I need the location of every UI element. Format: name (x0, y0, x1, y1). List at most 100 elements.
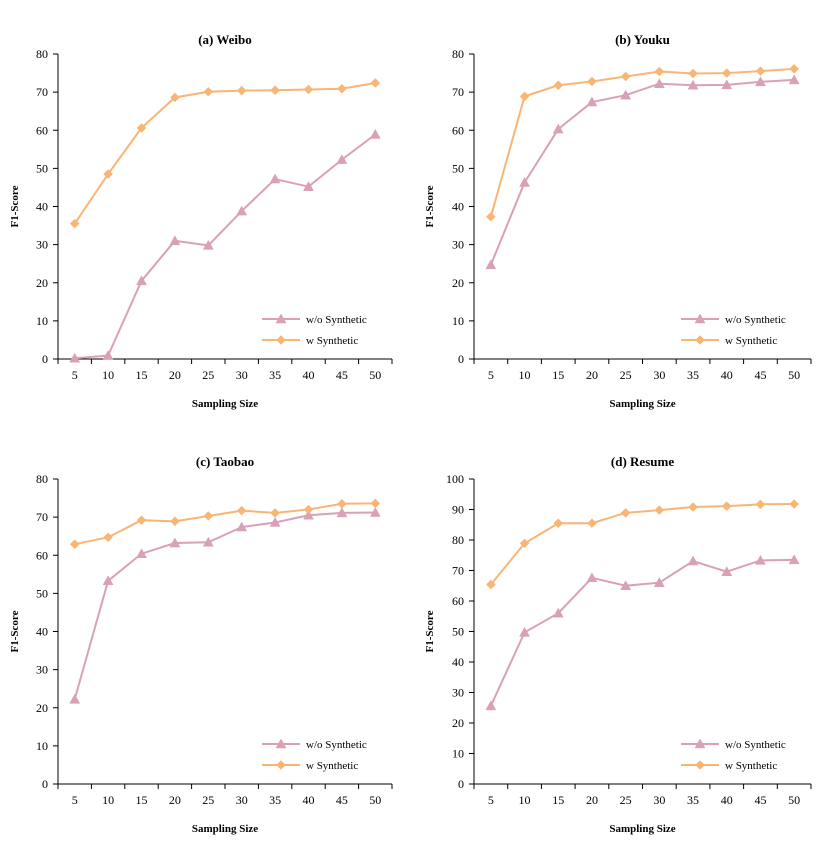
y-tick-label: 70 (452, 564, 464, 578)
legend-label: w Synthetic (306, 335, 358, 347)
data-point-w-synthetic (519, 538, 530, 549)
data-point-w-synthetic (136, 515, 147, 526)
data-point-wo-synthetic (303, 509, 314, 520)
series-line-wo-synthetic (489, 558, 795, 707)
y-tick-label: 80 (36, 47, 48, 61)
x-tick-label: 5 (488, 368, 494, 382)
legend-marker-icon (695, 335, 705, 345)
data-point-wo-synthetic (519, 176, 530, 187)
legend-label: w/o Synthetic (725, 739, 786, 751)
chart-panel-2: (b) Youku 0 10 20 30 40 50 60 70 80 5 10 15 20 25 30 35 4… (424, 32, 812, 410)
data-point-wo-synthetic (485, 259, 497, 270)
data-point-w-synthetic (755, 66, 766, 77)
y-tick-label: 80 (36, 472, 48, 486)
x-tick-label: 25 (202, 793, 214, 807)
data-point-wo-synthetic (336, 507, 348, 518)
legend-marker-icon (275, 738, 287, 749)
data-point-w-synthetic (721, 68, 732, 78)
y-tick-label: 10 (36, 739, 48, 753)
legend-label: w/o Synthetic (306, 314, 367, 326)
y-tick-label: 0 (42, 352, 48, 366)
data-point-w-synthetic (688, 502, 698, 512)
data-point-w-synthetic (587, 76, 597, 87)
data-point-wo-synthetic (369, 128, 381, 139)
y-tick-label: 0 (42, 777, 48, 791)
x-tick-label: 50 (788, 793, 800, 807)
x-tick-label: 20 (169, 368, 181, 382)
x-tick-label: 25 (620, 368, 632, 382)
legend-item: w Synthetic (262, 335, 358, 347)
y-tick-label: 50 (452, 625, 464, 639)
data-point-w-synthetic (103, 169, 113, 179)
x-tick-label: 50 (369, 793, 381, 807)
x-axis-title: Sampling Size (192, 823, 258, 835)
legend-item: w/o Synthetic (681, 313, 786, 326)
data-point-wo-synthetic (303, 181, 314, 191)
x-tick-label: 45 (336, 368, 348, 382)
data-point-wo-synthetic (788, 74, 800, 85)
series-line-wo-synthetic (489, 78, 795, 266)
data-point-w-synthetic (789, 499, 800, 509)
data-point-w-synthetic (620, 71, 631, 82)
y-axis-title: F1-Score (9, 185, 21, 227)
x-tick-label: 20 (169, 793, 181, 807)
series-line-w-synthetic (73, 81, 376, 225)
y-tick-label: 70 (452, 85, 464, 99)
x-tick-label: 45 (754, 368, 766, 382)
legend-marker-icon (276, 335, 286, 345)
data-point-wo-synthetic (202, 536, 214, 547)
data-point-w-synthetic (103, 532, 113, 543)
x-tick-label: 25 (620, 793, 632, 807)
y-axis-title: F1-Score (9, 610, 21, 652)
y-tick-label: 30 (36, 663, 48, 677)
chart-title: (c) Taobao (196, 454, 254, 469)
y-axis-title: F1-Score (424, 610, 436, 652)
y-tick-label: 20 (36, 276, 48, 290)
data-point-w-synthetic (654, 505, 665, 515)
chart-panel-1: (a) Weibo 0 10 20 30 40 50 60 70 80 5 10 15 20 25 30 35 4… (9, 32, 393, 410)
y-tick-label: 40 (36, 200, 48, 214)
legend-label: w Synthetic (725, 335, 777, 347)
data-point-w-synthetic (370, 498, 381, 509)
data-point-w-synthetic (620, 508, 631, 518)
y-tick-label: 10 (452, 747, 464, 761)
series-line-wo-synthetic (73, 511, 376, 700)
chart-panel-4: (d) Resume 0 10 20 30 40 50 60 70 80 90 100 5 10 15 20 2… (424, 454, 812, 835)
x-tick-label: 10 (519, 793, 531, 807)
data-point-w-synthetic (270, 85, 280, 96)
x-tick-label: 40 (303, 368, 315, 382)
data-point-w-synthetic (519, 91, 530, 102)
data-point-w-synthetic (755, 499, 766, 510)
data-point-wo-synthetic (788, 554, 800, 565)
chart-title: (d) Resume (611, 454, 674, 469)
y-axis-title: F1-Score (424, 185, 436, 227)
legend-item: w Synthetic (681, 760, 777, 772)
data-point-wo-synthetic (755, 76, 766, 87)
x-tick-label: 35 (687, 793, 699, 807)
y-tick-label: 90 (452, 503, 464, 517)
series-line-w-synthetic (74, 502, 376, 546)
legend-label: w Synthetic (725, 760, 777, 772)
data-point-wo-synthetic (236, 205, 248, 216)
x-tick-label: 20 (586, 793, 598, 807)
data-point-w-synthetic (303, 504, 314, 515)
data-point-w-synthetic (370, 78, 381, 88)
y-tick-label: 30 (452, 238, 464, 252)
data-point-w-synthetic (553, 80, 564, 91)
data-point-wo-synthetic (169, 537, 181, 548)
x-tick-label: 50 (369, 368, 381, 382)
x-axis-title: Sampling Size (609, 398, 675, 410)
y-tick-label: 100 (446, 472, 464, 486)
data-point-w-synthetic (270, 508, 280, 518)
legend-item: w/o Synthetic (262, 738, 367, 751)
legend-marker-icon (694, 738, 706, 749)
y-tick-label: 60 (452, 594, 464, 608)
legend-item: w/o Synthetic (262, 313, 367, 326)
x-tick-label: 45 (336, 793, 348, 807)
data-point-wo-synthetic (620, 580, 632, 590)
data-point-wo-synthetic (136, 548, 147, 558)
x-tick-label: 15 (552, 793, 564, 807)
x-tick-label: 5 (72, 793, 78, 807)
data-point-wo-synthetic (102, 575, 114, 586)
